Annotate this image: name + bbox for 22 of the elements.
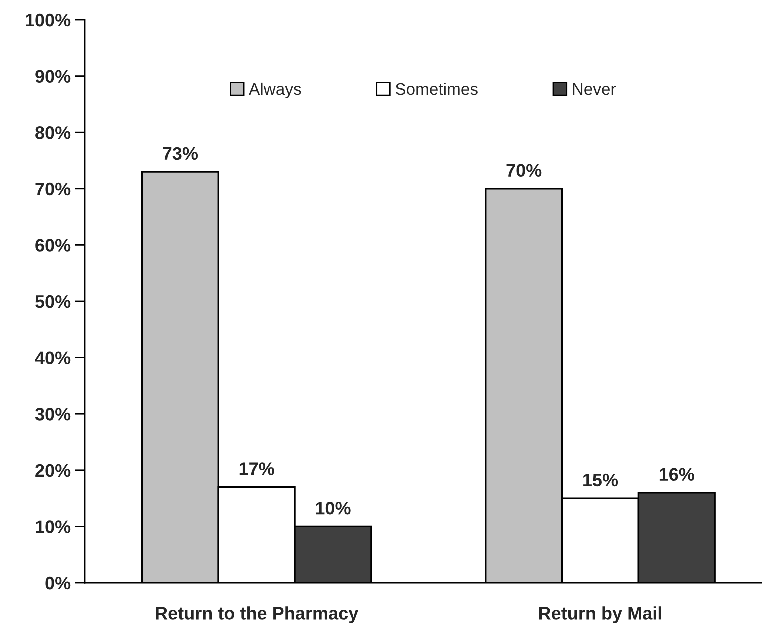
legend-label: Never: [573, 84, 616, 96]
legend-label: Always: [249, 82, 302, 98]
y-tick-label: 90%: [36, 70, 71, 84]
x-tick-label: Return to the Pharmacy: [156, 606, 359, 624]
y-tick-label: 0%: [46, 576, 71, 590]
y-tick-label: 80%: [36, 126, 71, 140]
y-tick-label: 20%: [36, 464, 71, 478]
y-tick-label: 100%: [26, 14, 71, 27]
data-label: 17%: [240, 462, 274, 476]
y-tick-label: 30%: [35, 408, 71, 421]
data-label: 10%: [316, 502, 351, 515]
data-label: 15%: [584, 474, 618, 487]
data-label: 70%: [506, 164, 542, 177]
legend-label: Sometimes: [396, 82, 478, 96]
data-label: 73%: [163, 147, 198, 160]
data-label: 16%: [660, 468, 694, 482]
x-tick-label: Return by Mail: [539, 606, 662, 624]
y-tick-label: 10%: [36, 520, 71, 534]
y-tick-label: 40%: [35, 352, 71, 365]
y-tick-label: 60%: [36, 239, 71, 252]
y-tick-label: 70%: [36, 182, 71, 196]
y-tick-label: 50%: [36, 295, 71, 308]
